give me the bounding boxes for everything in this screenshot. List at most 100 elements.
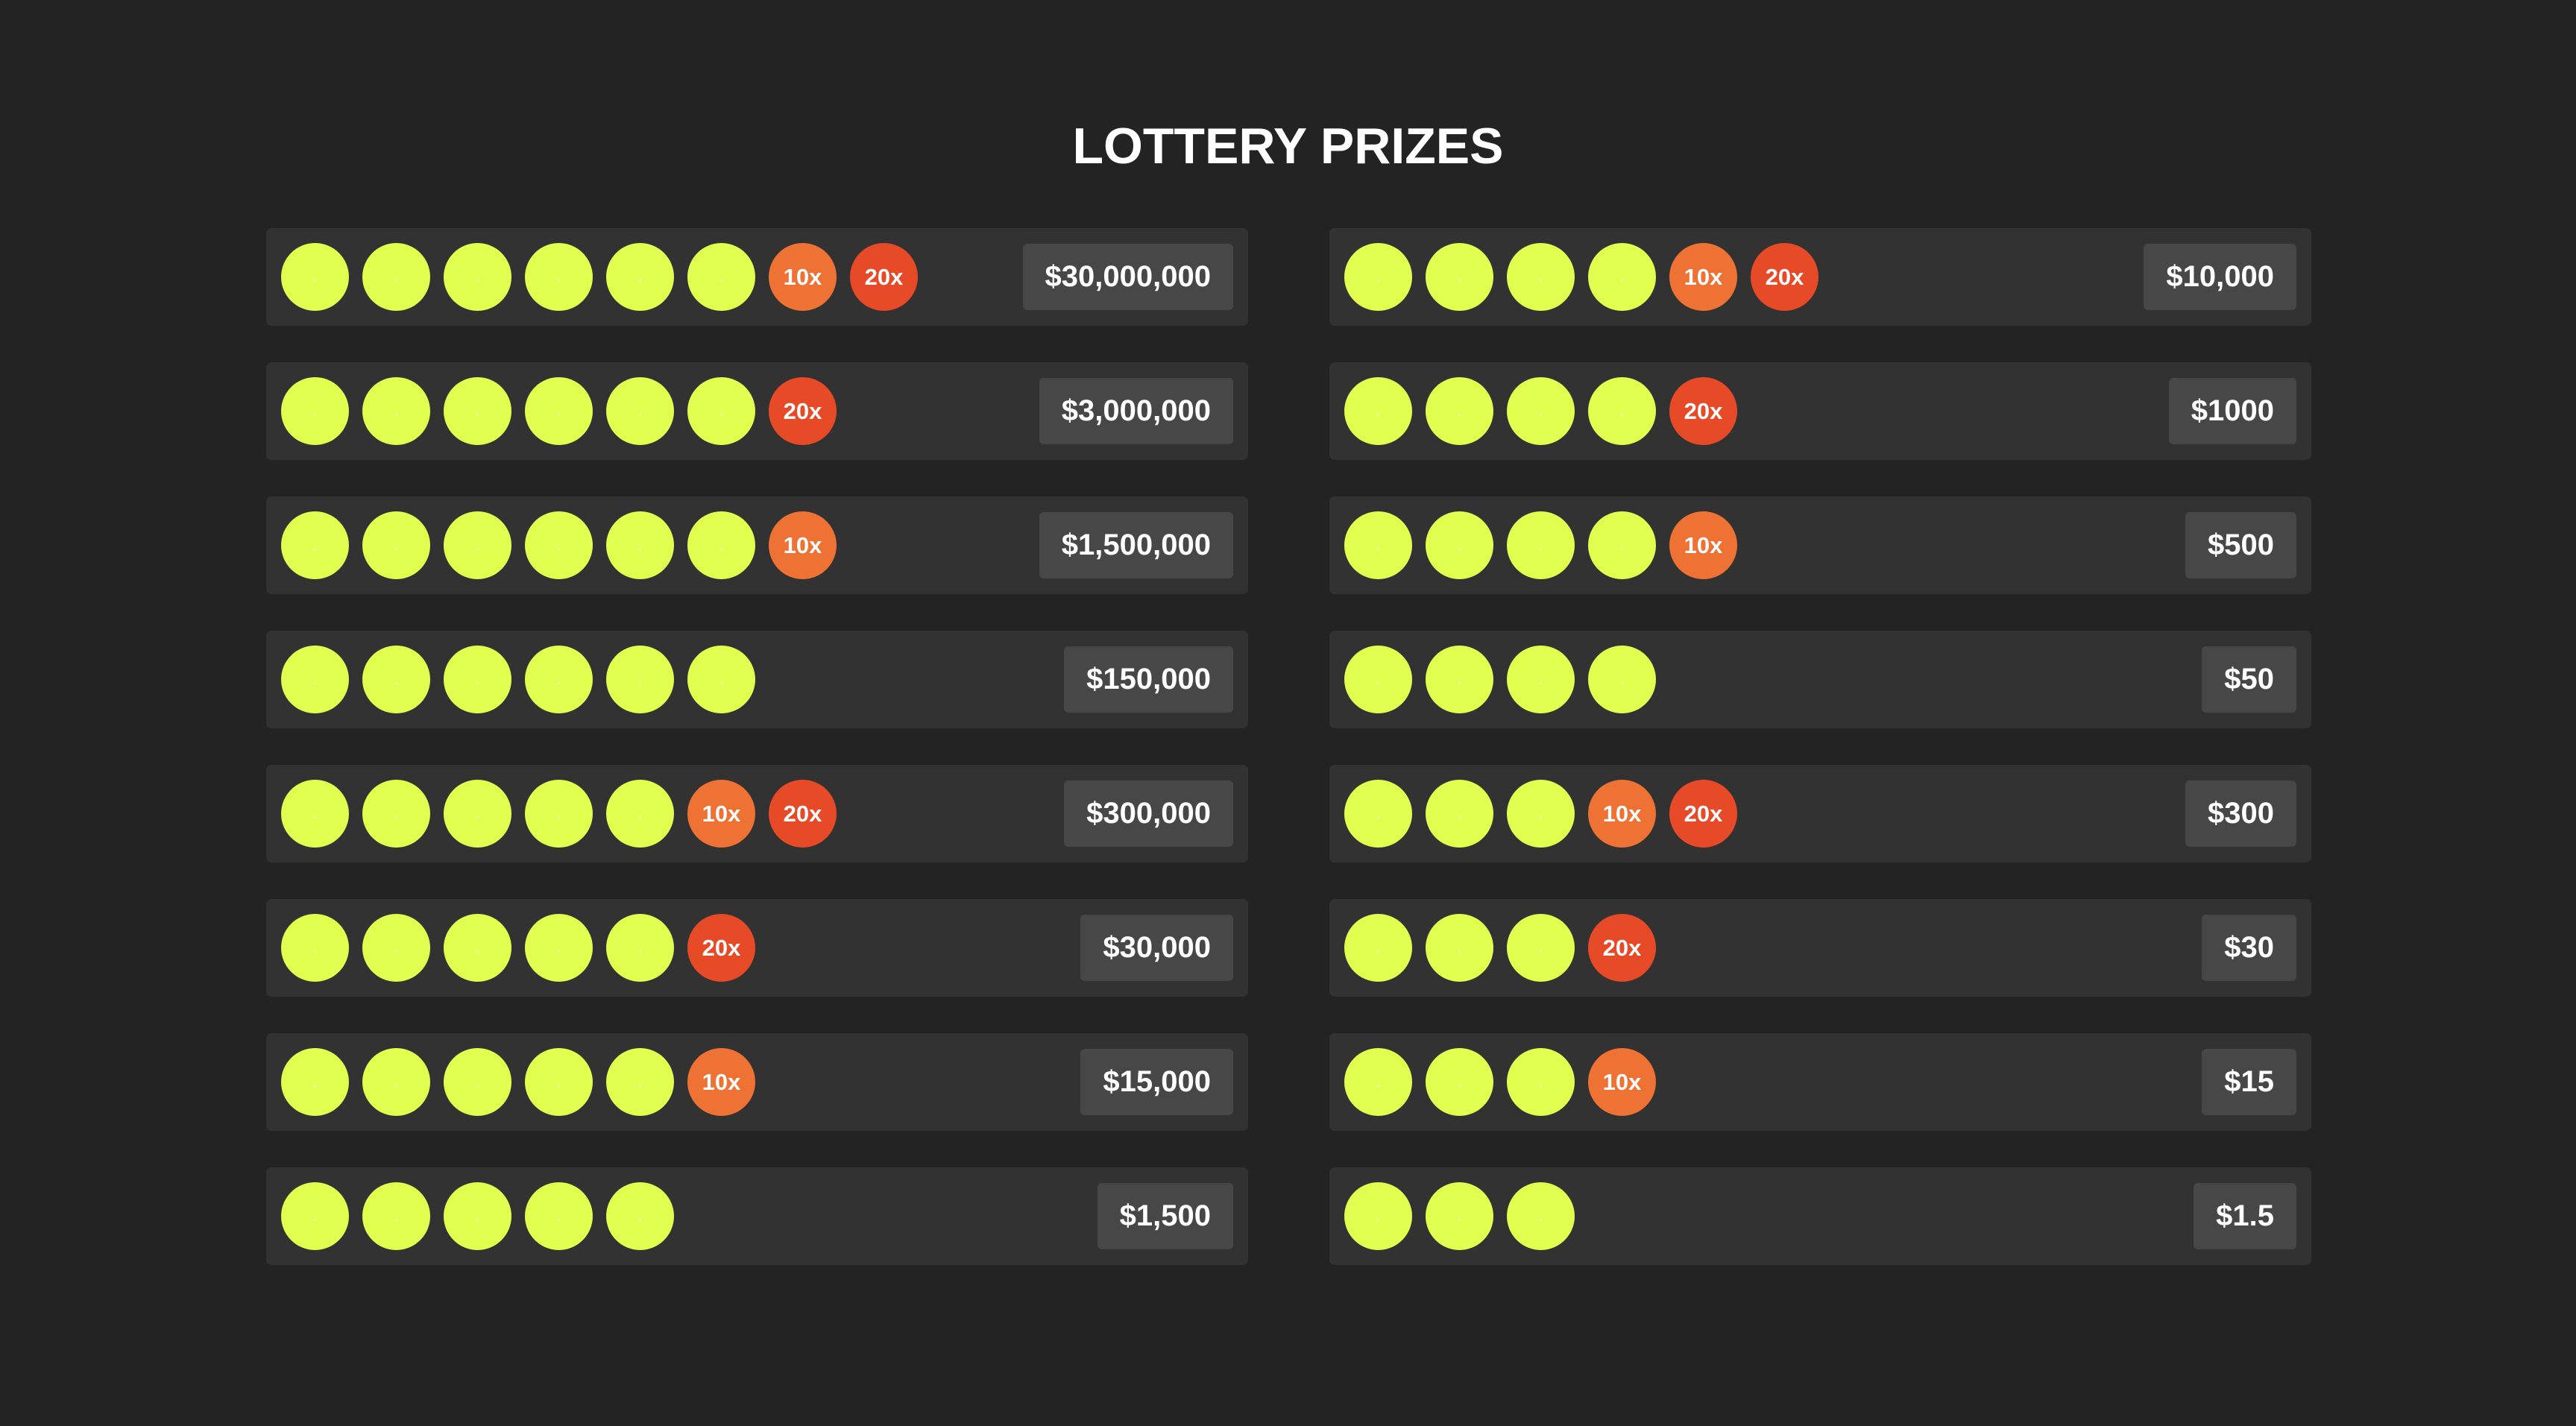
lottery-ball-icon [444,1048,511,1116]
lottery-ball-icon [362,914,430,982]
prize-amount: $150,000 [1064,646,1233,713]
lottery-ball-icon [281,511,349,579]
multiplier-ball-20x: 20x [687,914,755,982]
lottery-ball-icon [362,646,430,713]
ball-group: 10x [1344,511,1737,579]
lottery-ball-icon [1588,511,1656,579]
lottery-ball-icon [1426,511,1493,579]
multiplier-ball-10x: 10x [1588,1048,1656,1116]
lottery-ball-icon [281,780,349,848]
prize-amount: $3,000,000 [1039,378,1233,444]
lottery-ball-icon [1344,646,1412,713]
multiplier-ball-20x: 20x [769,780,837,848]
lottery-ball-icon [1344,914,1412,982]
prize-row: 10x $15 [1329,1033,2311,1131]
lottery-ball-icon [444,780,511,848]
multiplier-ball-10x: 10x [687,780,755,848]
lottery-ball-icon [362,1182,430,1250]
lottery-ball-icon [1507,377,1575,445]
prize-amount: $10,000 [2144,244,2296,310]
lottery-ball-icon [1507,1182,1575,1250]
prize-row: 20x $3,000,000 [266,362,1248,460]
lottery-ball-icon [362,243,430,311]
lottery-ball-icon [362,1048,430,1116]
lottery-ball-icon [525,511,593,579]
ball-group: 20x [1344,914,1656,982]
lottery-ball-icon [1344,780,1412,848]
prize-row: 20x $1000 [1329,362,2311,460]
lottery-ball-icon [444,914,511,982]
lottery-ball-icon [1344,511,1412,579]
lottery-ball-icon [444,1182,511,1250]
lottery-ball-icon [687,377,755,445]
lottery-ball-icon [606,780,674,848]
prize-row: 10x 20x $300 [1329,765,2311,862]
lottery-ball-icon [1507,243,1575,311]
prize-row: $150,000 [266,631,1248,728]
lottery-ball-icon [606,511,674,579]
lottery-ball-icon [606,1182,674,1250]
prize-row: $50 [1329,631,2311,728]
lottery-ball-icon [525,1182,593,1250]
prize-amount: $500 [2185,512,2296,578]
lottery-ball-icon [687,511,755,579]
lottery-ball-icon [525,377,593,445]
multiplier-ball-10x: 10x [1669,511,1737,579]
prize-amount: $15,000 [1080,1049,1233,1115]
lottery-ball-icon [1426,243,1493,311]
prize-row: 10x $500 [1329,496,2311,594]
multiplier-ball-10x: 10x [687,1048,755,1116]
lottery-ball-icon [1344,1182,1412,1250]
prize-row: 20x $30 [1329,899,2311,997]
prize-column-left: 10x 20x $30,000,000 20x $3,000,000 10x $1,500,… [266,228,1248,1302]
lottery-ball-icon [444,243,511,311]
lottery-ball-icon [606,646,674,713]
prize-amount: $50 [2202,646,2296,713]
lottery-ball-icon [1426,780,1493,848]
prize-amount: $1000 [2168,378,2296,444]
page-title: LOTTERY PRIZES [1072,118,1504,174]
lottery-ball-icon [444,646,511,713]
lottery-ball-icon [444,511,511,579]
prize-row: 10x 20x $30,000,000 [266,228,1248,326]
lottery-ball-icon [687,243,755,311]
multiplier-ball-20x: 20x [1669,377,1737,445]
lottery-ball-icon [281,1048,349,1116]
lottery-ball-icon [1507,511,1575,579]
ball-group: 10x [281,1048,755,1116]
lottery-ball-icon [444,377,511,445]
lottery-ball-icon [1344,1048,1412,1116]
multiplier-ball-20x: 20x [850,243,918,311]
prize-column-right: 10x 20x $10,000 20x $1000 10x $500 $50 10x 20x $30… [1329,228,2311,1302]
prize-amount: $1,500,000 [1039,512,1233,578]
lottery-ball-icon [606,377,674,445]
lottery-ball-icon [525,243,593,311]
lottery-ball-icon [1507,780,1575,848]
prize-row: $1,500 [266,1167,1248,1265]
ball-group: 20x [1344,377,1737,445]
ball-group [281,1182,674,1250]
ball-group: 10x 20x [1344,243,1818,311]
lottery-ball-icon [281,243,349,311]
ball-group: 10x 20x [1344,780,1737,848]
multiplier-ball-20x: 20x [769,377,837,445]
prize-amount: $1.5 [2194,1183,2296,1249]
prize-amount: $1,500 [1097,1183,1233,1249]
prize-row: 10x 20x $10,000 [1329,228,2311,326]
prize-row: 10x $1,500,000 [266,496,1248,594]
ball-group: 20x [281,377,837,445]
lottery-ball-icon [362,780,430,848]
lottery-ball-icon [1426,1182,1493,1250]
lottery-ball-icon [1588,377,1656,445]
prize-row: 10x 20x $300,000 [266,765,1248,862]
lottery-ball-icon [525,1048,593,1116]
prize-row: 20x $30,000 [266,899,1248,997]
prize-amount: $15 [2202,1049,2296,1115]
multiplier-ball-20x: 20x [1588,914,1656,982]
ball-group: 20x [281,914,755,982]
multiplier-ball-10x: 10x [1588,780,1656,848]
prize-amount: $300,000 [1064,780,1233,847]
lottery-ball-icon [1588,243,1656,311]
lottery-ball-icon [606,243,674,311]
ball-group [281,646,755,713]
